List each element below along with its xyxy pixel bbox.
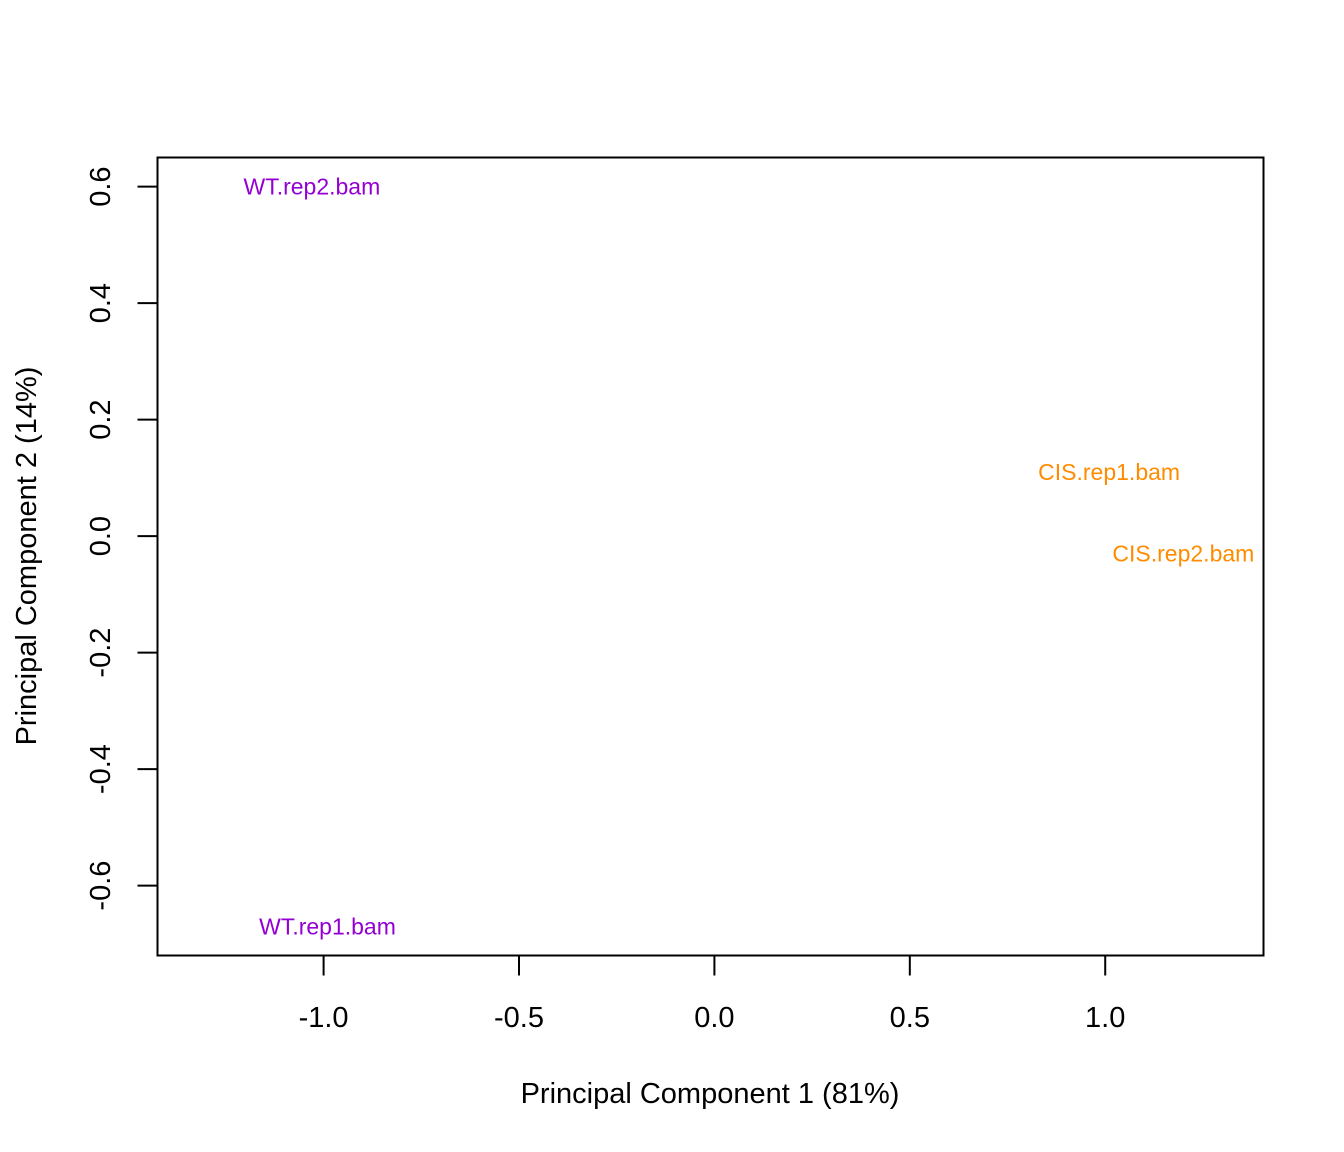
x-tick-label: -0.5	[494, 1002, 544, 1034]
x-tick-label: 0.5	[890, 1002, 930, 1034]
y-tick-label: -0.6	[85, 861, 117, 911]
y-axis-title: Principal Component 2 (14%)	[11, 367, 43, 746]
y-tick-label: 0.6	[85, 166, 117, 206]
point-label: CIS.rep2.bam	[1112, 541, 1254, 567]
plot-frame	[156, 156, 1265, 957]
x-axis: -1.0 -0.5 0.0 0.5 1.0	[299, 954, 1125, 1034]
x-tick-label: -1.0	[299, 1002, 349, 1034]
y-tick-label: 0.2	[85, 399, 117, 439]
y-tick-label: -0.2	[85, 628, 117, 678]
x-tick-label: 0.0	[694, 1002, 734, 1034]
data-points: WT.rep2.bam WT.rep1.bam CIS.rep1.bam CIS.re…	[243, 174, 1254, 940]
point-label: WT.rep1.bam	[259, 913, 396, 939]
point-label: CIS.rep1.bam	[1038, 459, 1180, 485]
y-tick-label: -0.4	[85, 744, 117, 794]
y-tick-label: 0.0	[85, 516, 117, 556]
point-label: WT.rep2.bam	[243, 174, 380, 200]
y-axis: -0.6 -0.4 -0.2 0.0 0.2 0.4 0.6	[85, 166, 159, 911]
x-axis-title: Principal Component 1 (81%)	[521, 1078, 900, 1110]
x-tick-label: 1.0	[1085, 1002, 1125, 1034]
y-tick-label: 0.4	[85, 283, 117, 323]
